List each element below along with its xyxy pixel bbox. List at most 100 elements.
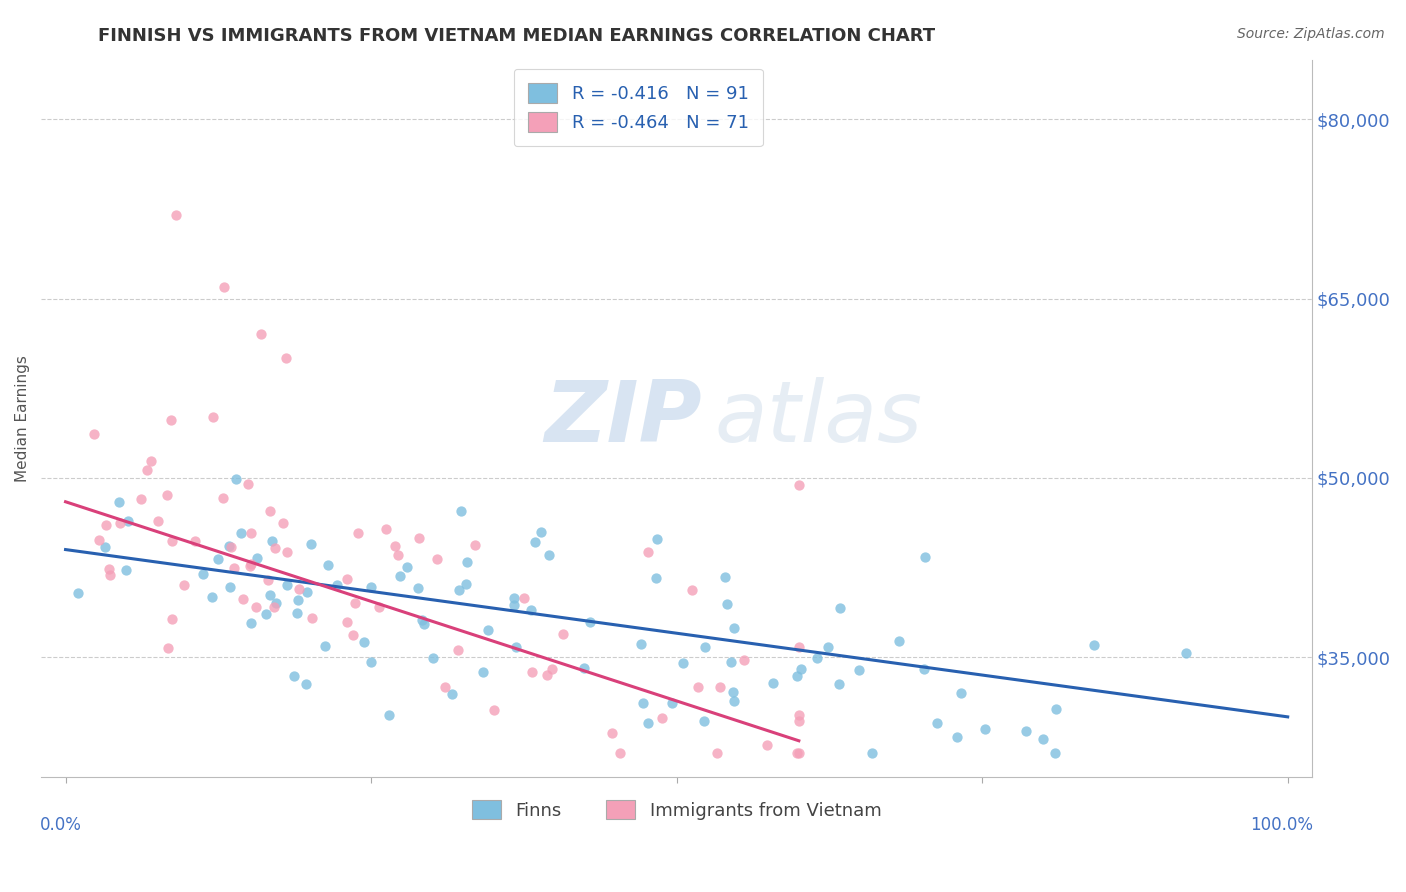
Point bbox=[538, 548, 561, 562]
Point bbox=[165, 208, 187, 222]
Point bbox=[422, 651, 444, 665]
Point bbox=[637, 716, 659, 731]
Point bbox=[384, 539, 406, 553]
Text: FINNISH VS IMMIGRANTS FROM VIETNAM MEDIAN EARNINGS CORRELATION CHART: FINNISH VS IMMIGRANTS FROM VIETNAM MEDIA… bbox=[98, 27, 935, 45]
Point bbox=[117, 514, 139, 528]
Point bbox=[191, 566, 214, 581]
Point bbox=[287, 593, 309, 607]
Point bbox=[276, 578, 298, 592]
Point bbox=[240, 557, 263, 571]
Point bbox=[787, 714, 810, 729]
Point bbox=[456, 555, 478, 569]
Point bbox=[389, 569, 412, 583]
Text: atlas: atlas bbox=[714, 376, 922, 459]
Point bbox=[238, 477, 260, 491]
Point bbox=[66, 586, 89, 600]
Point bbox=[183, 534, 205, 549]
Point bbox=[645, 533, 668, 547]
Point bbox=[447, 643, 470, 657]
Point bbox=[786, 746, 808, 760]
Point bbox=[472, 665, 495, 680]
Point bbox=[408, 531, 430, 545]
Point bbox=[574, 661, 596, 675]
Point bbox=[250, 327, 273, 342]
Point bbox=[925, 716, 948, 731]
Point bbox=[520, 665, 543, 679]
Point bbox=[83, 427, 105, 442]
Point bbox=[214, 279, 236, 293]
Point bbox=[806, 650, 828, 665]
Point bbox=[889, 634, 911, 648]
Point bbox=[342, 628, 364, 642]
Point bbox=[440, 687, 463, 701]
Point bbox=[162, 611, 184, 625]
Point bbox=[202, 410, 225, 425]
Point bbox=[790, 662, 813, 676]
Point bbox=[426, 552, 449, 566]
Point bbox=[173, 578, 195, 592]
Text: Source: ZipAtlas.com: Source: ZipAtlas.com bbox=[1237, 27, 1385, 41]
Point bbox=[524, 534, 547, 549]
Point bbox=[222, 560, 245, 574]
Point bbox=[720, 655, 742, 669]
Point bbox=[146, 514, 169, 528]
Point bbox=[787, 477, 810, 491]
Point bbox=[484, 702, 506, 716]
Point bbox=[1045, 702, 1067, 716]
Point bbox=[246, 551, 269, 566]
Point bbox=[828, 677, 851, 691]
Point bbox=[553, 626, 575, 640]
Point bbox=[273, 516, 295, 531]
Y-axis label: Median Earnings: Median Earnings bbox=[15, 355, 30, 482]
Point bbox=[602, 726, 624, 740]
Point bbox=[221, 541, 243, 555]
Point bbox=[709, 680, 731, 694]
Point bbox=[450, 504, 472, 518]
Point bbox=[378, 708, 401, 723]
Point bbox=[135, 463, 157, 477]
Point bbox=[294, 677, 316, 691]
Point bbox=[207, 552, 229, 566]
Point bbox=[1015, 724, 1038, 739]
Point bbox=[630, 637, 652, 651]
Point bbox=[114, 563, 136, 577]
Point bbox=[368, 599, 391, 614]
Point bbox=[505, 640, 527, 654]
Point bbox=[651, 711, 673, 725]
Point bbox=[288, 582, 311, 597]
Point bbox=[259, 588, 281, 602]
Point bbox=[239, 558, 262, 573]
Point bbox=[336, 572, 359, 586]
Point bbox=[232, 592, 254, 607]
Point bbox=[87, 533, 110, 548]
Point bbox=[1175, 646, 1198, 660]
Point bbox=[693, 714, 716, 729]
Point bbox=[201, 590, 224, 604]
Point bbox=[723, 694, 745, 708]
Point bbox=[912, 662, 935, 676]
Text: 100.0%: 100.0% bbox=[1250, 816, 1313, 834]
Point bbox=[503, 591, 526, 605]
Point bbox=[218, 580, 240, 594]
Point bbox=[950, 686, 973, 700]
Point bbox=[695, 640, 717, 655]
Point bbox=[375, 522, 398, 536]
Point bbox=[721, 685, 744, 699]
Point bbox=[285, 606, 308, 620]
Point bbox=[346, 526, 368, 541]
Point bbox=[974, 722, 997, 736]
Point bbox=[946, 730, 969, 744]
Point bbox=[107, 495, 129, 509]
Point bbox=[240, 526, 263, 541]
Point bbox=[274, 351, 297, 366]
Point bbox=[716, 597, 738, 611]
Point bbox=[353, 635, 375, 649]
Text: ZIP: ZIP bbox=[544, 376, 702, 459]
Point bbox=[661, 696, 683, 710]
Point bbox=[360, 580, 382, 594]
Point bbox=[245, 599, 267, 614]
Point bbox=[530, 525, 553, 540]
Point bbox=[94, 517, 117, 532]
Point bbox=[283, 669, 305, 683]
Legend: Finns, Immigrants from Vietnam: Finns, Immigrants from Vietnam bbox=[463, 790, 890, 829]
